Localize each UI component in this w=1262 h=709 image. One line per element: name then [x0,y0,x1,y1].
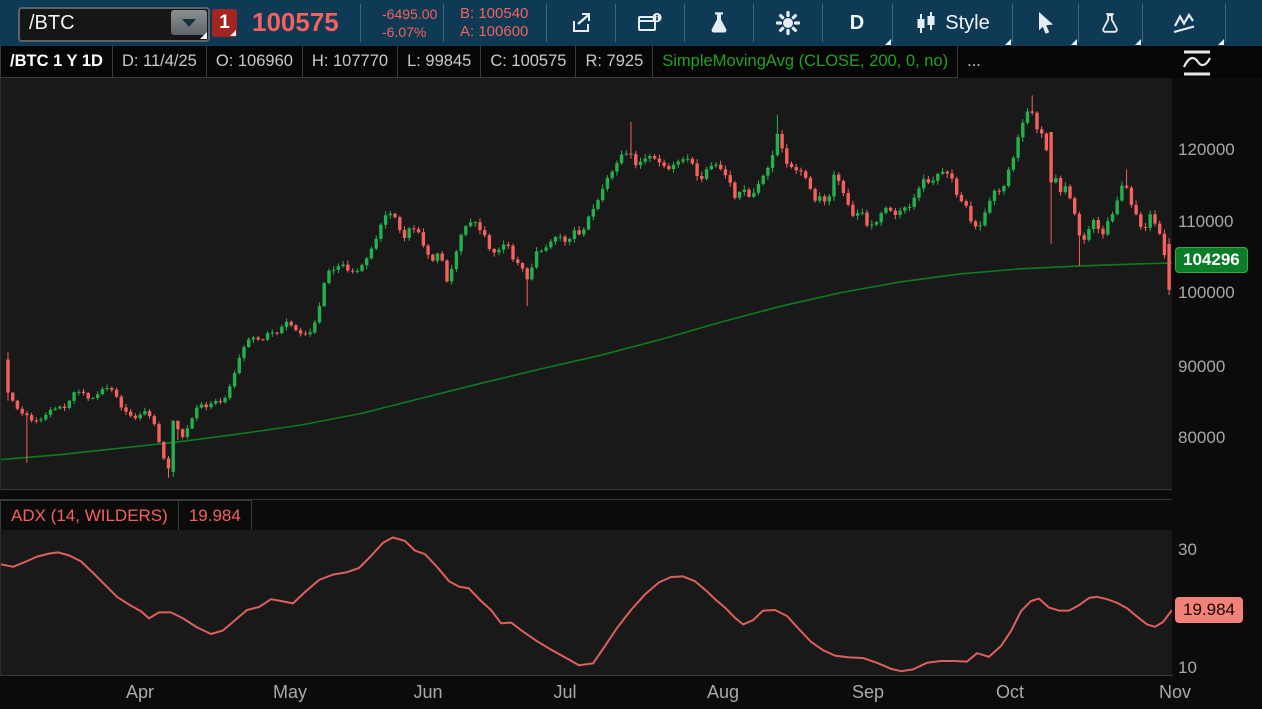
price-axis-label: 100000 [1178,283,1235,302]
price-chart-panel[interactable] [0,78,1173,490]
settings-sun-icon [775,11,800,35]
analyze-button[interactable] [684,0,753,46]
toolbar-separator [684,4,685,42]
price-chart-canvas[interactable] [1,78,1172,489]
adx-chart-panel[interactable] [0,530,1173,676]
alerts-badge[interactable]: 1 [212,9,237,37]
toolbar-separator [360,4,361,42]
toolbar-separator [443,4,444,42]
toolbar-separator [1078,4,1079,42]
time-axis-label-nov: Nov [1158,682,1192,702]
adx-study-value: 19.984 [178,500,252,531]
time-axis-label-sep: Sep [851,682,885,702]
adx-study-title[interactable]: ADX (14, WILDERS) [0,500,179,531]
symbol-combo[interactable]: /BTC [18,7,210,42]
time-axis-label-aug: Aug [706,682,740,702]
ask-value: A: 100600 [460,23,529,40]
drawing-tools-button[interactable] [1142,0,1225,46]
toolbar-separator [1225,4,1226,42]
chart-title[interactable]: /BTC 1 Y 1D [0,46,113,78]
style-button[interactable]: Style [892,0,1012,46]
timeframe-label: D [849,11,865,34]
last-price: 100575 [252,7,339,37]
studies-flask-icon [1102,13,1118,33]
symbol-dropdown-button[interactable] [171,10,207,35]
ohlc-open: O: 106960 [206,46,303,78]
combo-corner-handle [200,32,207,39]
time-axis-label-apr: Apr [125,682,155,702]
toolbar-separator [1142,4,1143,42]
badge-corner-handle [230,30,236,36]
toolbar-separator [822,4,823,42]
dropdown-corner [885,39,891,45]
chart-header-bar: /BTC 1 Y 1D D: 11/4/25 O: 106960 H: 1077… [0,46,1262,78]
change-pct: -6.07% [382,24,427,40]
share-icon [572,13,590,32]
settings-button[interactable] [753,0,822,46]
chevron-down-icon [182,19,196,27]
patterns-button[interactable] [1180,48,1214,78]
time-axis-label-jun: Jun [413,682,443,702]
style-label: Style [945,11,990,34]
drawings-icon [1173,12,1194,34]
change-abs: -6495.00 [382,6,438,22]
alerts-count: 1 [219,12,230,33]
pattern-curve-icon [1182,50,1211,76]
change-block: -6495.00 -6.07% [382,5,437,41]
dropdown-corner [1005,39,1011,45]
cursor-tool-button[interactable] [1012,0,1078,46]
timeframe-button[interactable]: D [822,0,892,46]
time-axis-label-oct: Oct [995,682,1025,702]
time-axis-label-jul: Jul [553,682,577,702]
dropdown-corner [1135,39,1141,45]
toolbar-separator [753,4,754,42]
sma-value-badge: 104296 [1175,247,1248,273]
bid-ask-block: B: 100540 A: 100600 [460,5,528,41]
toolbar-separator [615,4,616,42]
time-axis: Apr May Jun Jul Aug Sep Oct Nov [0,676,1262,709]
ohlc-close: C: 100575 [481,46,577,78]
window-info-icon [637,12,662,31]
adx-axis-label: 30 [1178,540,1197,559]
candlestick-style-icon [917,12,935,33]
toolbar-separator [546,4,547,42]
dropdown-corner [1218,39,1224,45]
adx-header-bar: ADX (14, WILDERS) 19.984 [0,499,1262,531]
bid-value: B: 100540 [460,5,529,22]
ohlc-low: L: 99845 [398,46,482,78]
price-axis-label: 80000 [1178,428,1226,447]
ohlc-range: R: 7925 [576,46,654,78]
dropdown-corner [1071,39,1077,45]
chart-info-button[interactable] [615,0,684,46]
price-axis-column: 104296 19.984 120000 110000 100000 90000 800… [1172,78,1262,677]
sma-study-legend[interactable]: SimpleMovingAvg (CLOSE, 200, 0, no) [653,46,959,78]
ohlc-date: D: 11/4/25 [112,46,207,78]
price-axis-label: 90000 [1178,357,1226,376]
cursor-arrow-icon [1039,12,1053,34]
symbol-input[interactable]: /BTC [29,12,75,34]
studies-button[interactable] [1078,0,1142,46]
time-axis-label-may: May [272,682,308,702]
flask-icon [711,12,726,33]
toolbar-separator [892,4,893,42]
share-button[interactable] [546,0,615,46]
adx-value-badge: 19.984 [1175,597,1243,623]
adx-chart-canvas[interactable] [1,530,1172,675]
price-axis-label: 120000 [1178,140,1235,159]
more-studies[interactable]: ... [967,52,981,70]
top-toolbar: /BTC 1 100575 -6495.00 -6.07% B: 100540 A:… [0,0,1262,46]
toolbar-separator [1012,4,1013,42]
adx-axis-label: 10 [1178,658,1197,677]
ohlc-high: H: 107770 [302,46,399,78]
price-axis-label: 110000 [1178,212,1234,231]
